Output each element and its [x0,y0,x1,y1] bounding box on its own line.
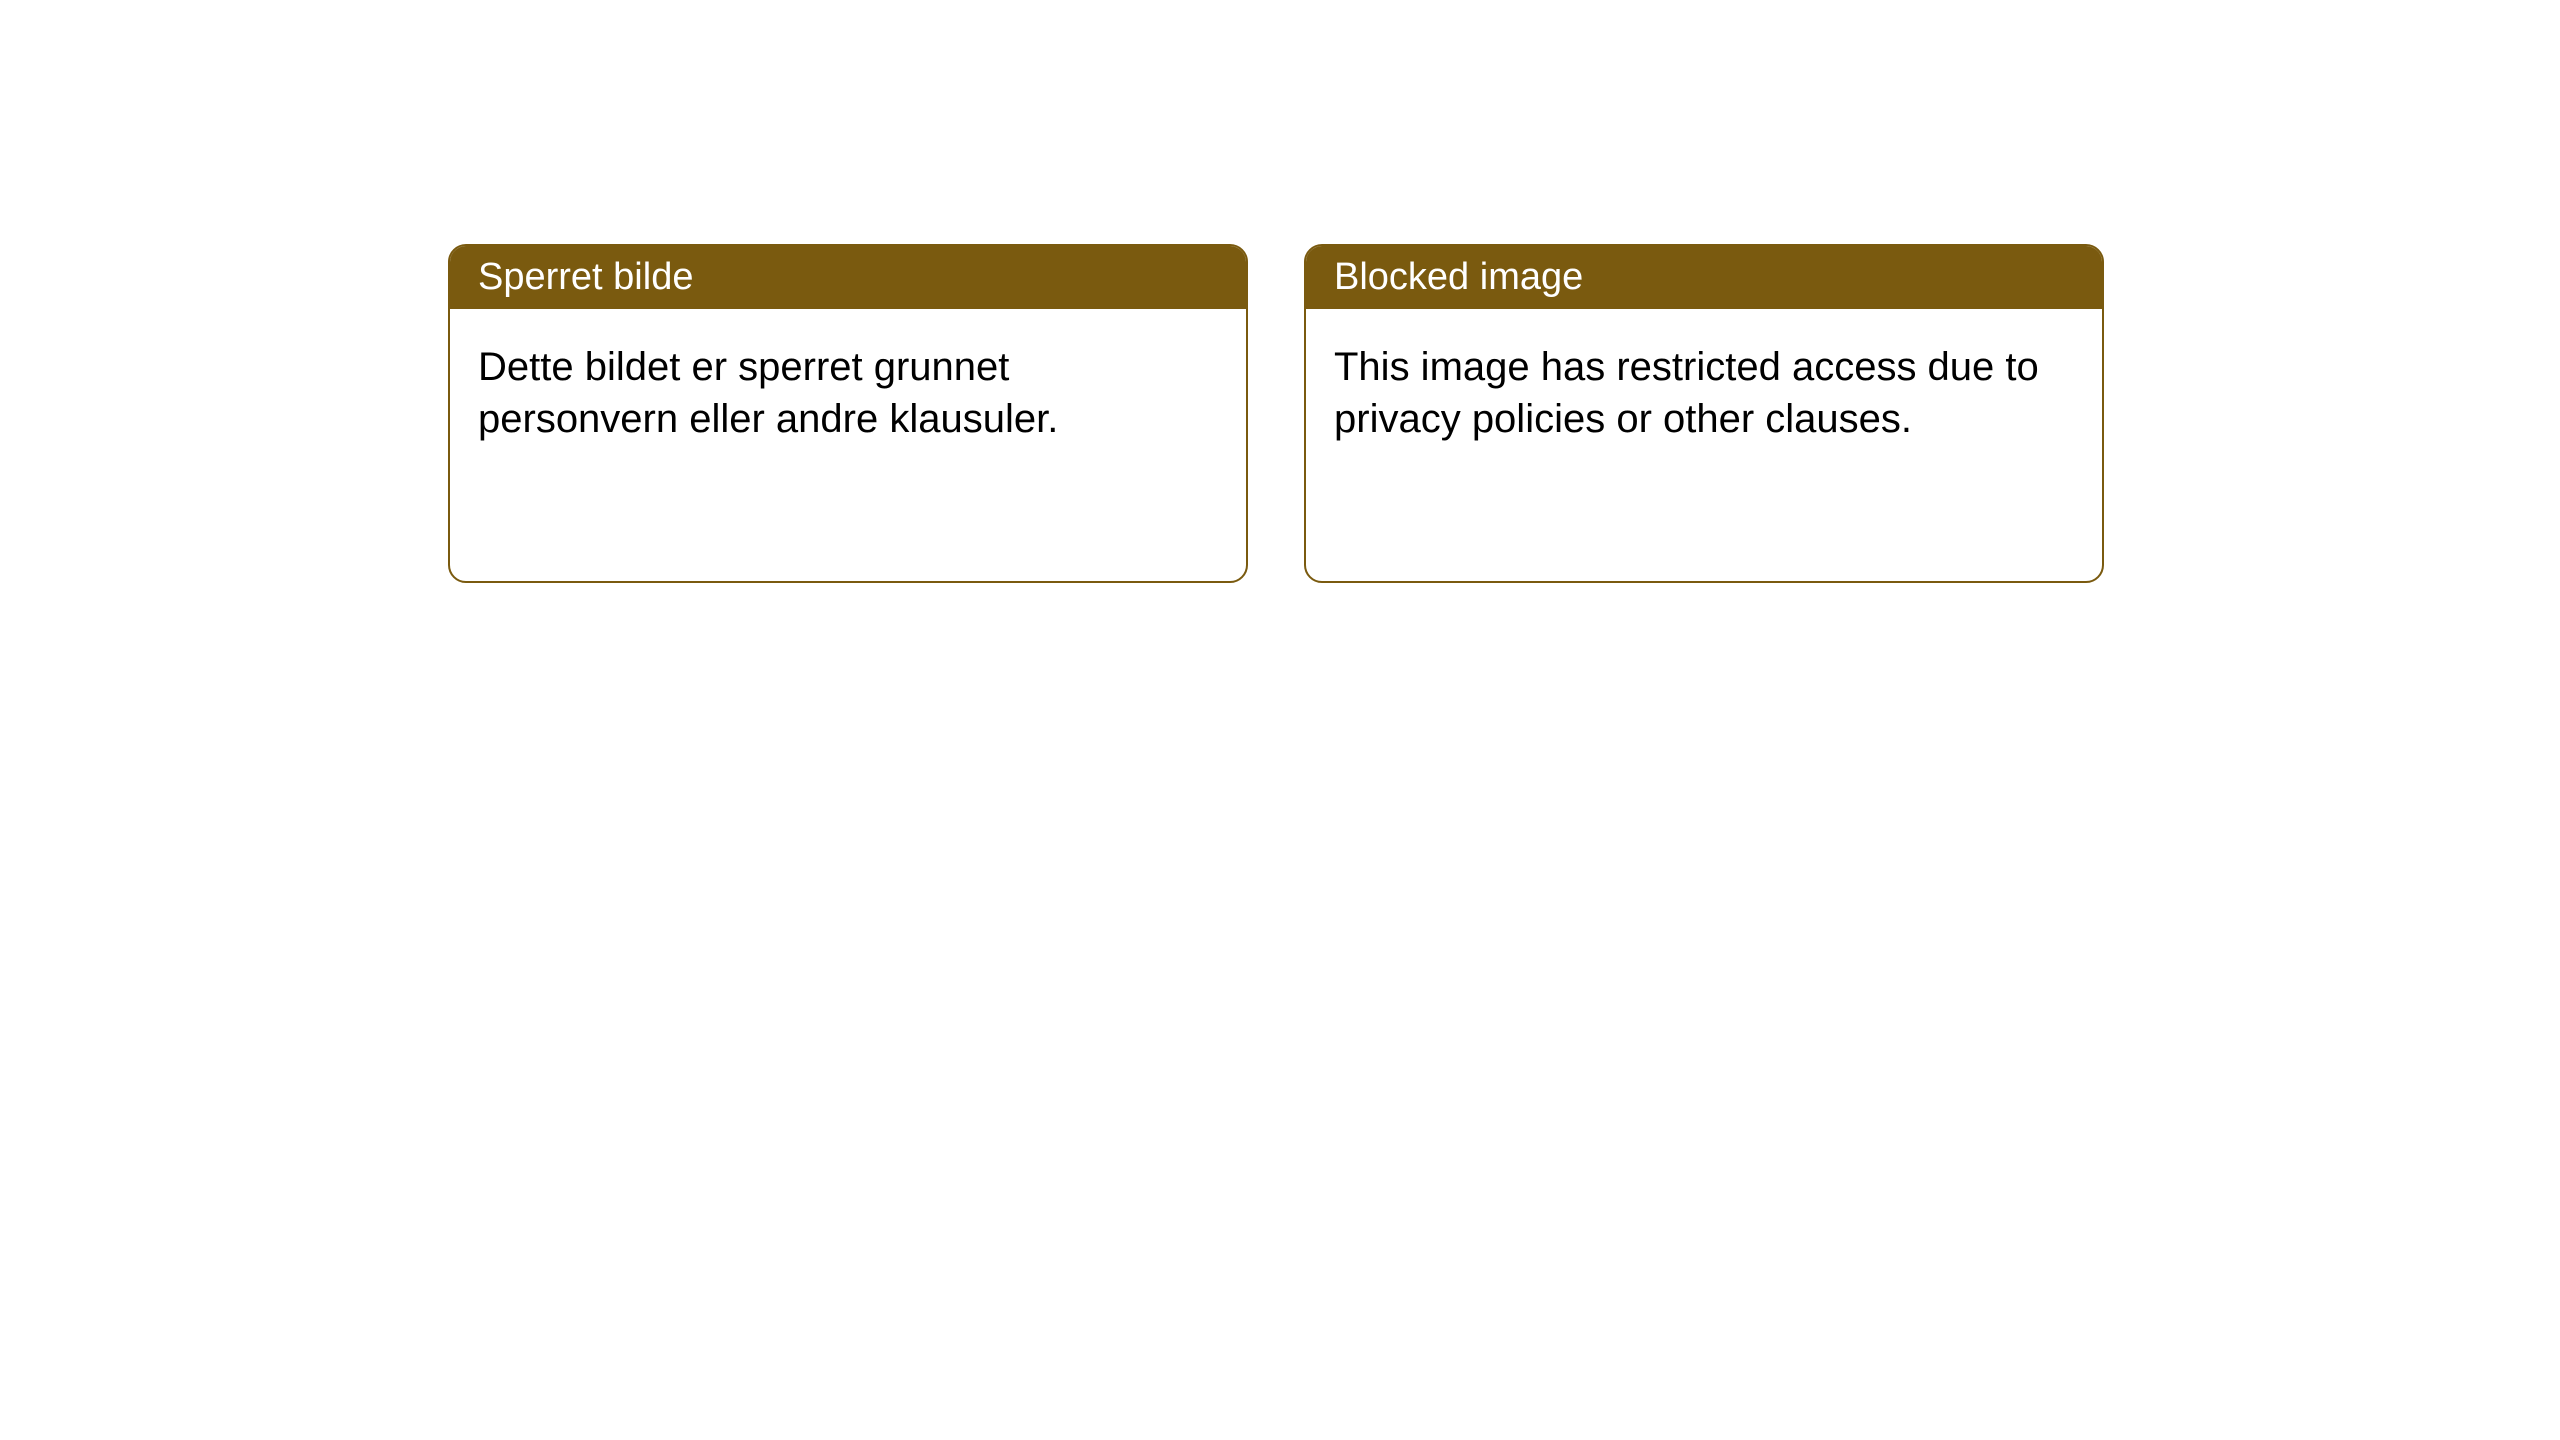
notice-header-english: Blocked image [1306,246,2102,309]
notice-header-norwegian: Sperret bilde [450,246,1246,309]
notice-body-norwegian: Dette bildet er sperret grunnet personve… [450,309,1246,581]
notice-body-english: This image has restricted access due to … [1306,309,2102,581]
notice-card-norwegian: Sperret bilde Dette bildet er sperret gr… [448,244,1248,583]
notice-container: Sperret bilde Dette bildet er sperret gr… [0,0,2560,583]
notice-card-english: Blocked image This image has restricted … [1304,244,2104,583]
